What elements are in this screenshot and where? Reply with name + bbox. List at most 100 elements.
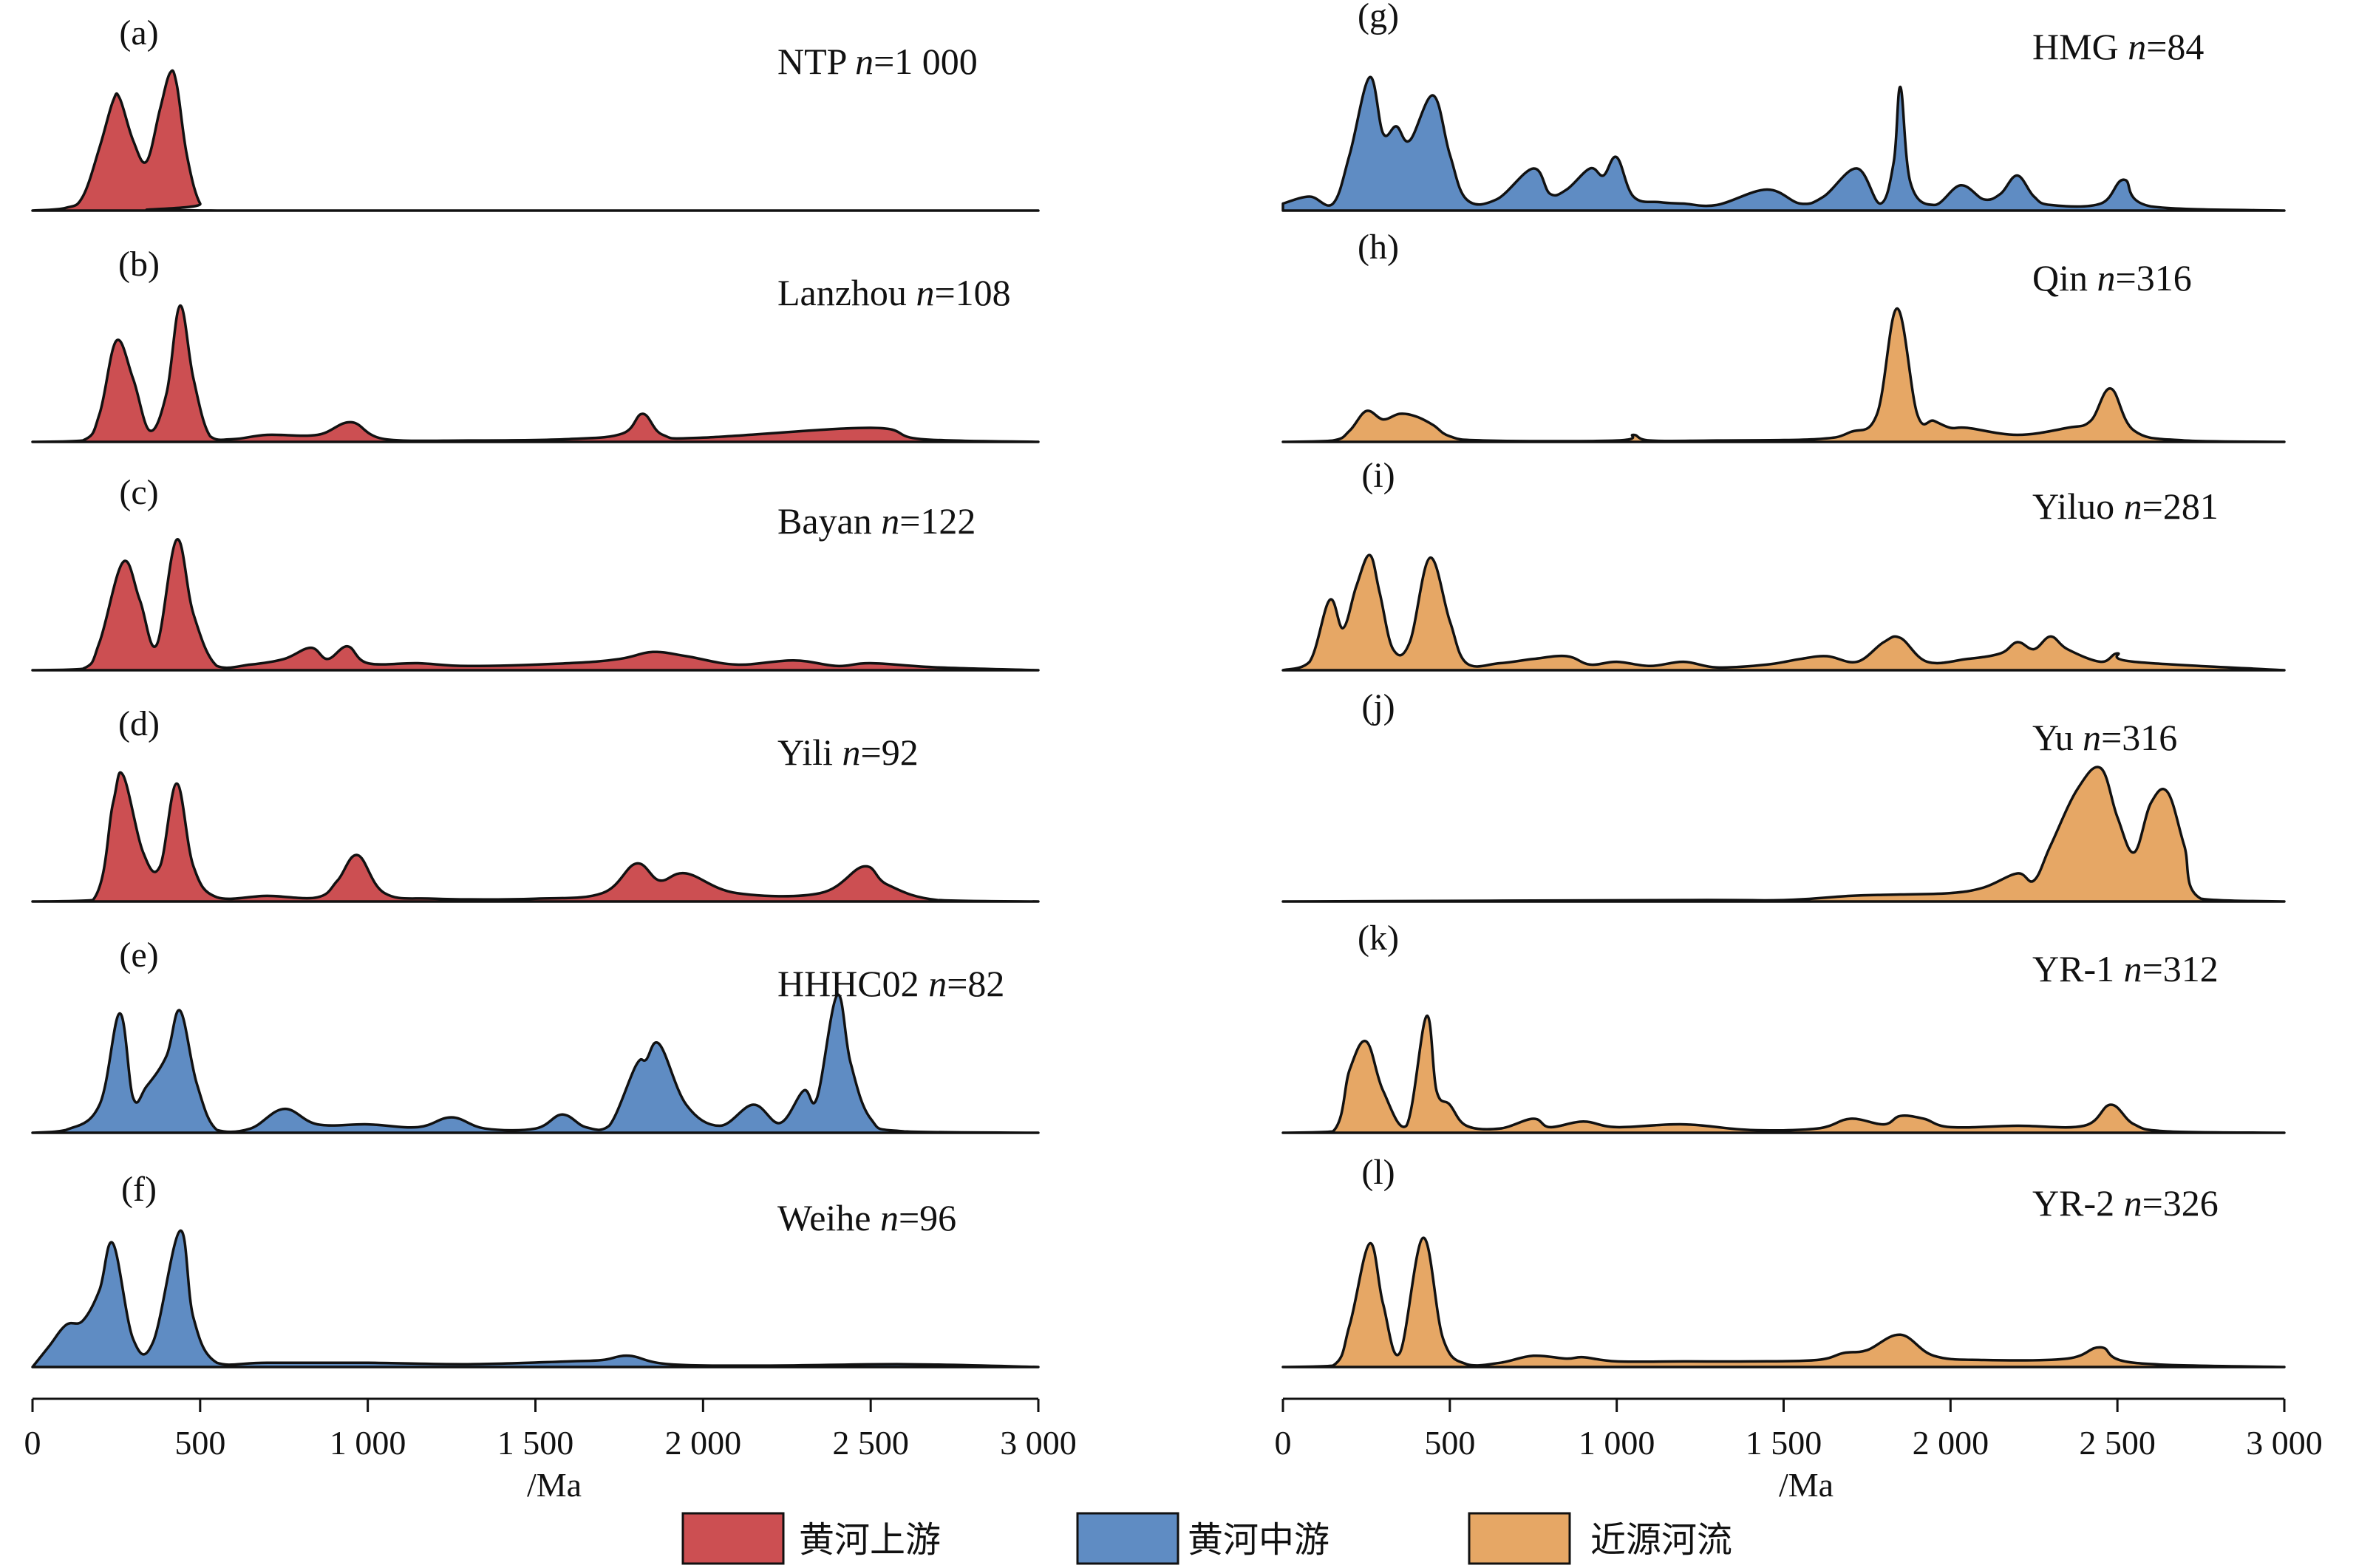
panel-letter: (l): [1361, 1153, 1395, 1192]
sample-count: =326: [2142, 1182, 2219, 1224]
n-symbol: n: [2097, 257, 2116, 299]
sample-title: HMG n=84: [2032, 26, 2204, 67]
x-tick-label: 0: [24, 1424, 41, 1462]
sample-title: Lanzhou n=108: [777, 272, 1011, 313]
legend-label-middle: 黄河中游: [1188, 1519, 1329, 1561]
legend-swatch-upper: [681, 1512, 785, 1565]
density-curve: [1281, 766, 2286, 903]
panels: (a)NTP n=1 000(b)Lanzhou n=108(c)Bayan n…: [31, 0, 2286, 1368]
sample-count: =316: [2101, 717, 2177, 758]
panel-l: (l) YR-2 n=326: [1281, 1153, 2286, 1368]
n-symbol: n: [842, 732, 861, 773]
panel-letter: (b): [118, 245, 160, 284]
density-curve: [31, 538, 1040, 672]
density-curve: [31, 69, 1040, 212]
panel-letter: (k): [1358, 918, 1399, 958]
sample-title: Weihe n=96: [777, 1197, 956, 1238]
density-curve: [1281, 553, 2286, 672]
x-tick-label: 500: [174, 1424, 225, 1462]
sample-title: YR-2 n=326: [2032, 1182, 2219, 1224]
n-symbol: n: [2083, 717, 2101, 758]
x-tick-label: 2 500: [2079, 1424, 2156, 1462]
density-curve: [31, 771, 1040, 903]
panel-i: (i) Yiluo n=281: [1281, 456, 2286, 672]
legend-item-proximal-rivers: 近源河流: [1468, 1512, 1732, 1565]
x-tick-label: 2 000: [665, 1424, 742, 1462]
sample-count: =122: [899, 500, 976, 542]
density-curve: [31, 993, 1040, 1134]
sample-title: Yu n=316: [2032, 717, 2177, 758]
sample-count: =281: [2142, 485, 2219, 527]
sample-name: Lanzhou: [777, 272, 916, 313]
panel-letter: (f): [121, 1170, 157, 1209]
panel-d: (d) Yili n=92: [31, 704, 1040, 903]
legend-item-middle-yellow-river: 黄河中游: [1076, 1512, 1329, 1565]
n-symbol: n: [855, 41, 874, 82]
density-curve: [1281, 307, 2286, 443]
sample-name: Qin: [2032, 257, 2097, 299]
sample-title: NTP n=1 000: [777, 41, 978, 82]
x-tick-label: 2 000: [1913, 1424, 1989, 1462]
panel-letter: (j): [1361, 687, 1395, 726]
sample-title: Bayan n=122: [777, 500, 976, 542]
sample-name: YR-2: [2032, 1182, 2124, 1224]
sample-name: Weihe: [777, 1197, 880, 1238]
density-curve: [31, 1229, 1040, 1368]
sample-name: Yili: [777, 732, 842, 773]
density-curve: [31, 304, 1040, 443]
panel-letter: (h): [1358, 228, 1399, 267]
n-symbol: n: [880, 1197, 899, 1238]
panel-j: (j) Yu n=316: [1281, 687, 2286, 903]
panel-b: (b) Lanzhou n=108: [31, 245, 1040, 443]
x-axis-left: 0 500 1 000 1 500 2 000 2 500 3 000 /Ma: [24, 1397, 1077, 1504]
legend-item-upper-yellow-river: 黄河上游: [681, 1512, 941, 1565]
panel-e: (e) HHHC02 n=82: [31, 935, 1040, 1134]
sample-title: Qin n=316: [2032, 257, 2192, 299]
legend-label-proximal: 近源河流: [1590, 1519, 1732, 1561]
panel-letter: (i): [1361, 456, 1395, 495]
sample-count: =1 000: [874, 41, 978, 82]
x-tick-label: 500: [1424, 1424, 1475, 1462]
density-curve: [1281, 75, 2286, 212]
n-symbol: n: [916, 272, 934, 313]
sample-title: HHHC02 n=82: [777, 963, 1004, 1004]
x-tick-label: 2 500: [832, 1424, 909, 1462]
n-symbol: n: [2124, 948, 2142, 989]
sample-count: =108: [934, 272, 1010, 313]
legend-swatch-proximal: [1468, 1512, 1571, 1565]
panel-letter: (g): [1358, 0, 1399, 35]
x-tick-label: 1 500: [1746, 1424, 1822, 1462]
panel-h: (h) Qin n=316: [1281, 228, 2286, 443]
panel-letter: (d): [118, 704, 160, 743]
n-symbol: n: [2124, 485, 2142, 527]
sample-name: YR-1: [2032, 948, 2124, 989]
sample-name: Yiluo: [2032, 485, 2124, 527]
sample-name: NTP: [777, 41, 855, 82]
sample-title: YR-1 n=312: [2032, 948, 2219, 989]
sample-title: Yiluo n=281: [2032, 485, 2219, 527]
panel-f: (f) Weihe n=96: [31, 1170, 1040, 1368]
legend-swatch-middle: [1076, 1512, 1179, 1565]
x-tick-label: 1 500: [497, 1424, 574, 1462]
x-tick-label: 3 000: [1000, 1424, 1077, 1462]
legend-label-upper: 黄河上游: [799, 1519, 941, 1561]
sample-name: HMG: [2032, 26, 2128, 67]
sample-count: =316: [2116, 257, 2192, 299]
n-symbol: n: [2128, 26, 2146, 67]
sample-title: Yili n=92: [777, 732, 919, 773]
panel-letter: (e): [119, 935, 158, 975]
sample-count: =312: [2142, 948, 2219, 989]
sample-name: Bayan: [777, 500, 881, 542]
sample-count: =96: [899, 1197, 956, 1238]
panel-letter: (a): [119, 13, 158, 52]
panel-a: (a) NTP n=1 000: [31, 13, 1040, 212]
density-curve: [1281, 1015, 2286, 1134]
n-symbol: n: [928, 963, 947, 1004]
sample-count: =84: [2146, 26, 2204, 67]
panel-letter: (c): [119, 473, 158, 512]
panel-c: (c) Bayan n=122: [31, 473, 1040, 672]
n-symbol: n: [2124, 1182, 2142, 1224]
sample-count: =82: [947, 963, 1004, 1004]
x-tick-label: 3 000: [2246, 1424, 2323, 1462]
